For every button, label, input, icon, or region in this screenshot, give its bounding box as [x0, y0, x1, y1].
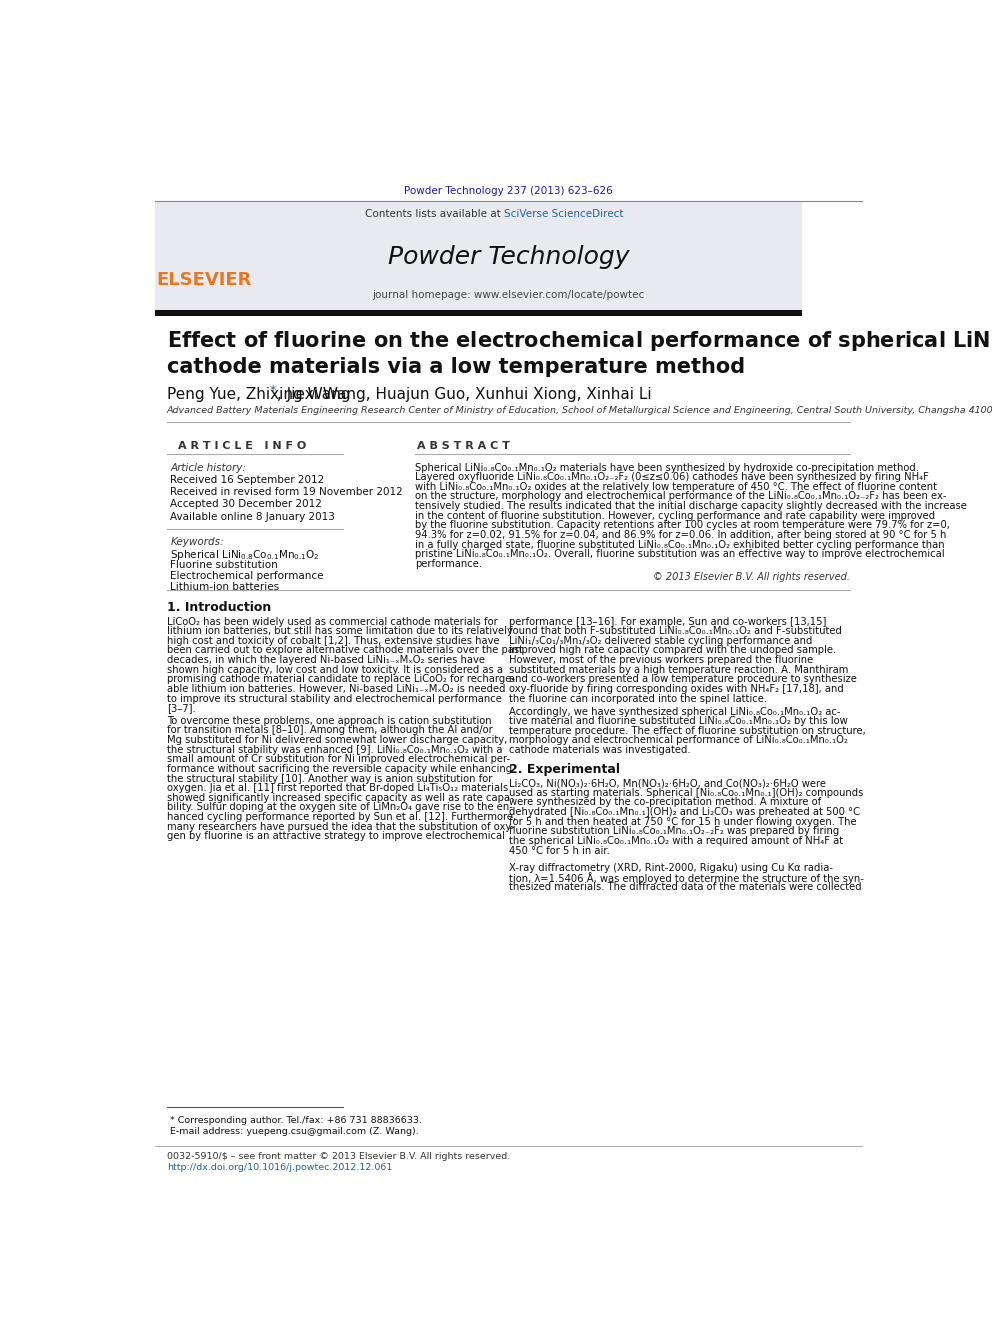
- Text: However, most of the previous workers prepared the fluorine: However, most of the previous workers pr…: [509, 655, 813, 665]
- Text: Accepted 30 December 2012: Accepted 30 December 2012: [171, 500, 322, 509]
- Text: with LiNi₀.₈Co₀.₁Mn₀.₁O₂ oxides at the relatively low temperature of 450 °C. The: with LiNi₀.₈Co₀.₁Mn₀.₁O₂ oxides at the r…: [415, 482, 936, 492]
- Text: the structural stability [10]. Another way is anion substitution for: the structural stability [10]. Another w…: [167, 774, 492, 783]
- Text: temperature procedure. The effect of fluorine substitution on structure,: temperature procedure. The effect of flu…: [509, 726, 866, 736]
- Text: to improve its structural stability and electrochemical performance: to improve its structural stability and …: [167, 693, 502, 704]
- Text: LiNi₁/₃Co₁/₃Mn₁/₃O₂ delivered stable cycling performance and: LiNi₁/₃Co₁/₃Mn₁/₃O₂ delivered stable cyc…: [509, 636, 812, 646]
- Text: cathode materials via a low temperature method: cathode materials via a low temperature …: [167, 357, 745, 377]
- Text: small amount of Cr substitution for Ni improved electrochemical per-: small amount of Cr substitution for Ni i…: [167, 754, 510, 765]
- Text: promising cathode material candidate to replace LiCoO₂ for recharge-: promising cathode material candidate to …: [167, 675, 515, 684]
- Text: 94.3% for z=0.02, 91.5% for z=0.04, and 86.9% for z=0.06. In addition, after bei: 94.3% for z=0.02, 91.5% for z=0.04, and …: [415, 531, 946, 540]
- Text: Article history:: Article history:: [171, 463, 246, 472]
- Text: journal homepage: www.elsevier.com/locate/powtec: journal homepage: www.elsevier.com/locat…: [372, 290, 645, 300]
- Text: dehydrated [Ni₀.₈Co₀.₁Mn₀.₁](OH)₂ and Li₂CO₃ was preheated at 500 °C: dehydrated [Ni₀.₈Co₀.₁Mn₀.₁](OH)₂ and Li…: [509, 807, 860, 818]
- Text: and co-workers presented a low temperature procedure to synthesize: and co-workers presented a low temperatu…: [509, 675, 857, 684]
- Text: A R T I C L E   I N F O: A R T I C L E I N F O: [179, 441, 307, 451]
- Text: fluorine substitution LiNi₀.₈Co₀.₁Mn₀.₁O₂₋₂F₂ was prepared by firing: fluorine substitution LiNi₀.₈Co₀.₁Mn₀.₁O…: [509, 827, 839, 836]
- Text: many researchers have pursued the idea that the substitution of oxy-: many researchers have pursued the idea t…: [167, 822, 515, 832]
- Text: Keywords:: Keywords:: [171, 537, 224, 548]
- Text: gen by fluorine is an attractive strategy to improve electrochemical: gen by fluorine is an attractive strateg…: [167, 831, 505, 841]
- Text: Lithium-ion batteries: Lithium-ion batteries: [171, 582, 280, 591]
- Text: SciVerse ScienceDirect: SciVerse ScienceDirect: [504, 209, 623, 220]
- Text: thesized materials. The diffracted data of the materials were collected: thesized materials. The diffracted data …: [509, 882, 862, 892]
- Text: Peng Yue, Zhixing Wang: Peng Yue, Zhixing Wang: [167, 386, 350, 402]
- Text: Received 16 September 2012: Received 16 September 2012: [171, 475, 324, 484]
- Text: performance.: performance.: [415, 558, 482, 569]
- Text: by the fluorine substitution. Capacity retentions after 100 cycles at room tempe: by the fluorine substitution. Capacity r…: [415, 520, 949, 531]
- Text: substituted materials by a high temperature reaction. A. Manthiram: substituted materials by a high temperat…: [509, 664, 848, 675]
- Bar: [155, 311, 803, 316]
- Text: the fluorine can incorporated into the spinel lattice.: the fluorine can incorporated into the s…: [509, 693, 767, 704]
- Text: E-mail address: yuepeng.csu@gmail.com (Z. Wang).: E-mail address: yuepeng.csu@gmail.com (Z…: [171, 1127, 420, 1135]
- Text: Available online 8 January 2013: Available online 8 January 2013: [171, 512, 335, 521]
- Text: To overcome these problems, one approach is cation substitution: To overcome these problems, one approach…: [167, 716, 491, 726]
- Text: Advanced Battery Materials Engineering Research Center of Ministry of Education,: Advanced Battery Materials Engineering R…: [167, 406, 992, 415]
- Text: http://dx.doi.org/10.1016/j.powtec.2012.12.061: http://dx.doi.org/10.1016/j.powtec.2012.…: [167, 1163, 392, 1172]
- Text: Fluorine substitution: Fluorine substitution: [171, 561, 278, 570]
- Text: LiCoO₂ has been widely used as commercial cathode materials for: LiCoO₂ has been widely used as commercia…: [167, 617, 497, 627]
- Text: cathode materials was investigated.: cathode materials was investigated.: [509, 745, 690, 755]
- Text: Spherical LiNi$_{0.8}$Co$_{0.1}$Mn$_{0.1}$O$_2$: Spherical LiNi$_{0.8}$Co$_{0.1}$Mn$_{0.1…: [171, 548, 320, 561]
- Text: 0032-5910/$ – see front matter © 2013 Elsevier B.V. All rights reserved.: 0032-5910/$ – see front matter © 2013 El…: [167, 1152, 510, 1162]
- Text: found that both F-substituted LiNi₀.₈Co₀.₁Mn₀.₁O₂ and F-substituted: found that both F-substituted LiNi₀.₈Co₀…: [509, 626, 842, 636]
- Text: hanced cycling performance reported by Sun et al. [12]. Furthermore,: hanced cycling performance reported by S…: [167, 812, 516, 822]
- Text: © 2013 Elsevier B.V. All rights reserved.: © 2013 Elsevier B.V. All rights reserved…: [653, 572, 850, 582]
- Text: Powder Technology 237 (2013) 623–626: Powder Technology 237 (2013) 623–626: [404, 187, 613, 196]
- Text: decades, in which the layered Ni-based LiNi₁₋ₓMₓO₂ series have: decades, in which the layered Ni-based L…: [167, 655, 485, 665]
- Text: [3–7].: [3–7].: [167, 703, 195, 713]
- Text: 2. Experimental: 2. Experimental: [509, 763, 620, 775]
- Text: Powder Technology: Powder Technology: [388, 245, 629, 270]
- Text: morphology and electrochemical performance of LiNi₀.₈Co₀.₁Mn₀.₁O₂: morphology and electrochemical performan…: [509, 736, 848, 745]
- Text: performance [13–16]. For example, Sun and co-workers [13,15]: performance [13–16]. For example, Sun an…: [509, 617, 826, 627]
- Text: Li₂CO₃, Ni(NO₃)₂·6H₂O, Mn(NO₃)₂·6H₂O, and Co(NO₃)₂·6H₂O were: Li₂CO₃, Ni(NO₃)₂·6H₂O, Mn(NO₃)₂·6H₂O, an…: [509, 778, 826, 789]
- Text: for transition metals [8–10]. Among them, although the Al and/or: for transition metals [8–10]. Among them…: [167, 725, 492, 736]
- Text: Contents lists available at: Contents lists available at: [365, 209, 504, 220]
- Text: *: *: [270, 384, 276, 397]
- Text: Electrochemical performance: Electrochemical performance: [171, 572, 324, 581]
- Text: improved high rate capacity compared with the undoped sample.: improved high rate capacity compared wit…: [509, 646, 836, 655]
- Text: were synthesized by the co-precipitation method. A mixture of: were synthesized by the co-precipitation…: [509, 798, 821, 807]
- Text: for 5 h and then heated at 750 °C for 15 h under flowing oxygen. The: for 5 h and then heated at 750 °C for 15…: [509, 816, 857, 827]
- Text: tive material and fluorine substituted LiNi₀.₈Co₀.₁Mn₀.₁O₂ by this low: tive material and fluorine substituted L…: [509, 716, 848, 726]
- Text: oxygen. Jia et al. [11] first reported that Br-doped Li₄Ti₅O₁₂ materials: oxygen. Jia et al. [11] first reported t…: [167, 783, 508, 794]
- Text: 1. Introduction: 1. Introduction: [167, 601, 271, 614]
- Text: Spherical LiNi₀.₈Co₀.₁Mn₀.₁O₂ materials have been synthesized by hydroxide co-pr: Spherical LiNi₀.₈Co₀.₁Mn₀.₁O₂ materials …: [415, 463, 919, 472]
- Text: the spherical LiNi₀.₈Co₀.₁Mn₀.₁O₂ with a required amount of NH₄F at: the spherical LiNi₀.₈Co₀.₁Mn₀.₁O₂ with a…: [509, 836, 843, 845]
- Text: able lithium ion batteries. However, Ni-based LiNi₁₋ₓMₓO₂ is needed: able lithium ion batteries. However, Ni-…: [167, 684, 505, 693]
- Text: , Jiexi Wang, Huajun Guo, Xunhui Xiong, Xinhai Li: , Jiexi Wang, Huajun Guo, Xunhui Xiong, …: [277, 386, 652, 402]
- Text: ELSEVIER: ELSEVIER: [156, 271, 252, 290]
- Text: 450 °C for 5 h in air.: 450 °C for 5 h in air.: [509, 845, 610, 856]
- Text: oxy-fluoride by firing corresponding oxides with NH₄F₂ [17,18], and: oxy-fluoride by firing corresponding oxi…: [509, 684, 844, 693]
- Text: Layered oxyfluoride LiNi₀.₈Co₀.₁Mn₀.₁O₂₋₂F₂ (0≤z≤0.06) cathodes have been synthe: Layered oxyfluoride LiNi₀.₈Co₀.₁Mn₀.₁O₂₋…: [415, 472, 929, 482]
- Text: pristine LiNi₀.₈Co₀.₁Mn₀.₁O₂. Overall, fluorine substitution was an effective wa: pristine LiNi₀.₈Co₀.₁Mn₀.₁O₂. Overall, f…: [415, 549, 944, 560]
- Text: X-ray diffractometry (XRD, Rint-2000, Rigaku) using Cu Kα radia-: X-ray diffractometry (XRD, Rint-2000, Ri…: [509, 863, 833, 873]
- Text: A B S T R A C T: A B S T R A C T: [417, 441, 510, 451]
- Text: in the content of fluorine substitution. However, cycling performance and rate c: in the content of fluorine substitution.…: [415, 511, 934, 521]
- Text: Mg substituted for Ni delivered somewhat lower discharge capacity,: Mg substituted for Ni delivered somewhat…: [167, 736, 507, 745]
- Text: tion, λ=1.5406 Å, was employed to determine the structure of the syn-: tion, λ=1.5406 Å, was employed to determ…: [509, 872, 864, 884]
- Text: Received in revised form 19 November 2012: Received in revised form 19 November 201…: [171, 487, 404, 497]
- Text: used as starting materials. Spherical [Ni₀.₈Co₀.₁Mn₀.₁](OH)₂ compounds: used as starting materials. Spherical [N…: [509, 789, 864, 798]
- Text: lithium ion batteries, but still has some limitation due to its relatively: lithium ion batteries, but still has som…: [167, 626, 513, 636]
- Text: in a fully charged state, fluorine substituted LiNi₀.₈Co₀.₁Mn₀.₁O₂ exhibited bet: in a fully charged state, fluorine subst…: [415, 540, 944, 549]
- Text: on the structure, morphology and electrochemical performance of the LiNi₀.₈Co₀.₁: on the structure, morphology and electro…: [415, 491, 946, 501]
- Text: bility. Sulfur doping at the oxygen site of LiMn₂O₄ gave rise to the en-: bility. Sulfur doping at the oxygen site…: [167, 803, 513, 812]
- Text: tensively studied. The results indicated that the initial discharge capacity sli: tensively studied. The results indicated…: [415, 501, 966, 511]
- Text: the structural stability was enhanced [9]. LiNi₀.₈Co₀.₁Mn₀.₁O₂ with a: the structural stability was enhanced [9…: [167, 745, 502, 754]
- Text: shown high capacity, low cost and low toxicity. It is considered as a: shown high capacity, low cost and low to…: [167, 664, 503, 675]
- Text: Accordingly, we have synthesized spherical LiNi₀.₈Co₀.₁Mn₀.₁O₂ ac-: Accordingly, we have synthesized spheric…: [509, 706, 840, 717]
- Bar: [155, 201, 803, 311]
- Text: showed significantly increased specific capacity as well as rate capa-: showed significantly increased specific …: [167, 792, 513, 803]
- Text: high cost and toxicity of cobalt [1,2]. Thus, extensive studies have: high cost and toxicity of cobalt [1,2]. …: [167, 636, 499, 646]
- Text: * Corresponding author. Tel./fax: +86 731 88836633.: * Corresponding author. Tel./fax: +86 73…: [171, 1117, 423, 1125]
- Text: Effect of fluorine on the electrochemical performance of spherical LiNi$_{0.8}$C: Effect of fluorine on the electrochemica…: [167, 329, 992, 353]
- Text: formance without sacrificing the reversible capacity while enhancing: formance without sacrificing the reversi…: [167, 763, 512, 774]
- Text: been carried out to explore alternative cathode materials over the past: been carried out to explore alternative …: [167, 646, 523, 655]
